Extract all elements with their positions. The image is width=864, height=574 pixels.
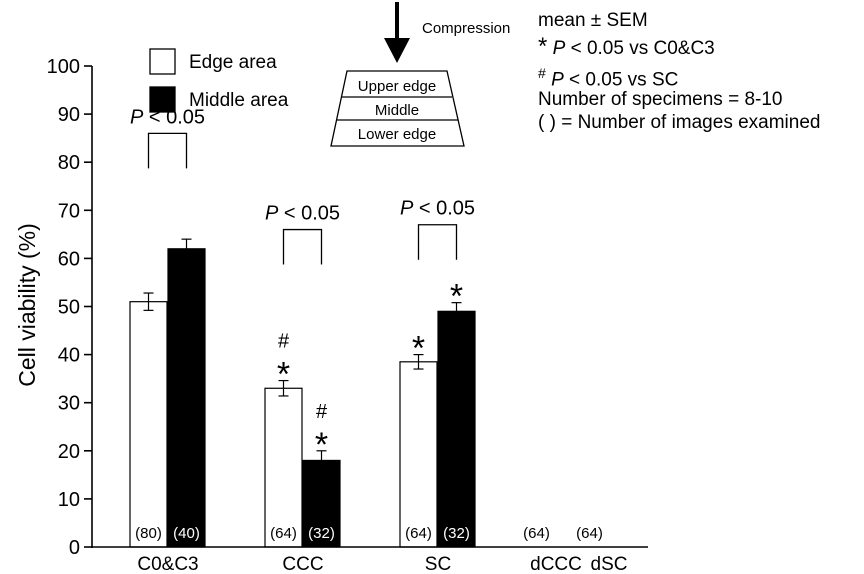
hash-symbol: # [538,65,546,81]
image-count-label: (64) [523,525,550,542]
middle-area-bar-sc [438,311,475,547]
hash-marker: # [316,401,328,423]
image-count-label: (32) [308,525,335,542]
comparison-label: P < 0.05 [400,198,475,220]
x-tick-label: C0&C3 [137,554,198,574]
legend-swatch [150,49,175,74]
asterisk-symbol: * [538,33,547,60]
y-tick-label: 50 [58,297,80,319]
image-count-label: (80) [135,525,162,542]
asterisk-marker: * [315,426,328,464]
compression-label: Compression [422,20,510,37]
comparison-bracket [419,225,457,260]
y-tick-label: 10 [58,489,80,511]
x-tick-label: dSC [591,554,628,574]
note-images: ( ) = Number of images examined [538,111,820,134]
p-symbol: P [553,38,566,59]
y-axis-label: Cell viability (%) [14,223,40,387]
p-symbol: P [265,203,279,225]
middle-area-bar-c0c3 [168,249,205,547]
comparison-text: < 0.05 [278,203,340,225]
legend-label: Edge area [189,52,277,73]
y-tick-label: 30 [58,393,80,415]
legend-label: Middle area [189,90,289,111]
x-tick-label: SC [425,554,451,574]
x-tick-label: CCC [282,554,323,574]
p-symbol: P [130,106,144,128]
comparison-bracket [149,133,187,168]
note-mean-sem: mean ± SEM [538,9,648,32]
edge-area-bar-ccc [265,388,302,547]
image-count-label: (64) [270,525,297,542]
legend-swatch [150,87,175,112]
note-asterisk: * P < 0.05 vs C0&C3 [538,35,715,60]
image-count-label: (40) [173,525,200,542]
asterisk-marker: * [277,356,290,394]
note-specimens: Number of specimens = 8-10 [538,88,782,111]
y-axis-ticks: 0 10 20 30 40 50 60 70 80 90 100 [47,56,92,559]
y-tick-label: 100 [47,56,80,78]
image-count-label: (64) [576,525,603,542]
edge-area-bar-sc [400,362,437,547]
note-hash: # P < 0.05 vs SC [538,62,678,91]
comparison-label: P < 0.05 [265,203,340,225]
comparison-text: < 0.05 [413,198,475,220]
image-count-label: (64) [405,525,432,542]
edge-area-bar-c0c3 [130,302,167,547]
layer-label: Lower edge [358,126,436,143]
note-asterisk-text: < 0.05 vs C0&C3 [565,38,714,59]
bars: (80) (40) (64) (32) (64) (32) (64) (64) * # * # * * [92,239,648,547]
compression-arrow-head [384,38,410,63]
layer-label: Middle [375,102,419,119]
compression-schematic: Compression Upper edge Middle Lower edge [331,2,510,146]
y-tick-label: 80 [58,152,80,174]
y-tick-label: 0 [69,537,80,559]
x-axis-ticks: C0&C3 CCC SC dCCC dSC [137,554,627,574]
legend: Edge area Middle area [150,49,289,112]
asterisk-marker: * [412,330,425,368]
layer-label: Upper edge [358,78,436,95]
image-count-label: (32) [443,525,470,542]
hash-marker: # [278,331,290,353]
p-symbol: P [400,198,414,220]
y-tick-label: 40 [58,345,80,367]
y-tick-label: 90 [58,104,80,126]
y-tick-label: 70 [58,200,80,222]
x-tick-label: dCCC [530,554,582,574]
y-tick-label: 60 [58,248,80,270]
y-tick-label: 20 [58,441,80,463]
comparison-bracket [284,230,322,265]
asterisk-marker: * [450,278,463,316]
